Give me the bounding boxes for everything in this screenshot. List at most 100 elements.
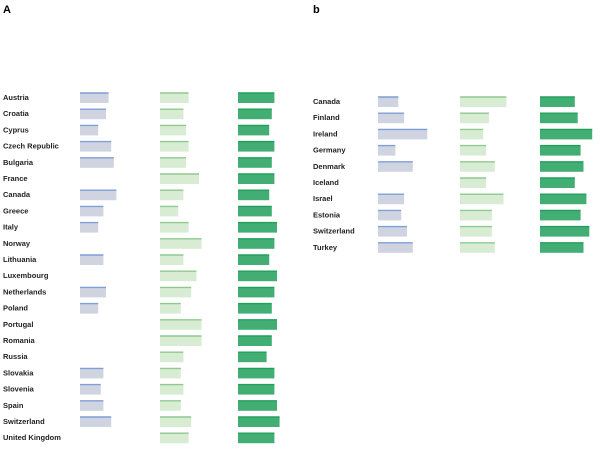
cell-bar bbox=[460, 113, 489, 123]
cell-bar bbox=[160, 190, 183, 200]
cell-bar bbox=[160, 320, 202, 330]
cell-bar bbox=[460, 210, 492, 220]
row-label: Croatia bbox=[3, 109, 30, 118]
cell-bar bbox=[238, 368, 274, 378]
cell-bar bbox=[80, 368, 103, 378]
cell-bar bbox=[238, 320, 277, 330]
row-label: Austria bbox=[3, 93, 30, 102]
panel-a-table: Austria Croatia Cyprus Czech Republic Bulgar… bbox=[3, 93, 280, 443]
row-label: Slovenia bbox=[3, 385, 35, 394]
cell-bar bbox=[238, 142, 274, 152]
row-label: Finland bbox=[313, 113, 340, 122]
cell-bar bbox=[160, 304, 181, 314]
cell-bar bbox=[540, 178, 575, 188]
row-label: Switzerland bbox=[3, 417, 45, 426]
cell-bar bbox=[160, 93, 189, 103]
cell-bar bbox=[160, 433, 189, 443]
row-label: Turkey bbox=[313, 243, 338, 252]
cell-bar bbox=[238, 223, 277, 233]
row-label: Czech Republic bbox=[3, 142, 59, 151]
cell-bar bbox=[378, 210, 401, 220]
cell-bar bbox=[80, 109, 106, 119]
cell-bar bbox=[460, 146, 486, 156]
panel-label-a: A bbox=[3, 4, 11, 16]
row-label: Romania bbox=[3, 336, 36, 345]
row-label: Iceland bbox=[313, 178, 339, 187]
row-label: Canada bbox=[3, 190, 31, 199]
row-label: Bulgaria bbox=[3, 158, 34, 167]
cell-bar bbox=[238, 271, 277, 281]
row-label: Lithuania bbox=[3, 255, 37, 264]
cell-bar bbox=[238, 304, 272, 314]
row-label: Poland bbox=[3, 304, 28, 313]
cell-bar bbox=[540, 194, 586, 204]
cell-bar bbox=[238, 255, 269, 265]
row-label: Switzerland bbox=[313, 227, 355, 236]
cell-bar bbox=[378, 227, 407, 237]
cell-bar bbox=[160, 287, 191, 297]
row-label: Netherlands bbox=[3, 287, 46, 296]
cell-bar bbox=[540, 97, 575, 107]
panel-b-table: Canada Finland Ireland Germany Denmark Icelan… bbox=[313, 97, 592, 253]
cell-bar bbox=[378, 146, 395, 156]
row-label: United Kingdom bbox=[3, 433, 61, 442]
cell-bar bbox=[80, 287, 106, 297]
cell-bar bbox=[238, 401, 277, 411]
cell-bar bbox=[160, 142, 189, 152]
panel-a: A Austria Croatia Cyprus Czech Republic Bulg… bbox=[3, 4, 280, 443]
row-label: Italy bbox=[3, 223, 19, 232]
cell-bar bbox=[238, 417, 280, 427]
cell-bar bbox=[80, 125, 98, 135]
cell-bar bbox=[238, 206, 272, 216]
cell-bar bbox=[238, 174, 274, 184]
row-label: France bbox=[3, 174, 28, 183]
cell-bar bbox=[160, 417, 191, 427]
cell-bar bbox=[378, 113, 404, 123]
row-label: Ireland bbox=[313, 129, 338, 138]
cell-bar bbox=[160, 206, 178, 216]
cell-bar bbox=[80, 206, 103, 216]
row-label: Russia bbox=[3, 352, 28, 361]
cell-bar bbox=[160, 368, 181, 378]
cell-bar bbox=[378, 162, 413, 172]
cell-bar bbox=[378, 194, 404, 204]
cell-bar bbox=[80, 417, 111, 427]
row-label: Luxembourg bbox=[3, 271, 49, 280]
cell-bar bbox=[160, 223, 189, 233]
cell-bar bbox=[80, 304, 98, 314]
cell-bar bbox=[80, 142, 111, 152]
cell-bar bbox=[160, 401, 181, 411]
cell-bar bbox=[540, 243, 584, 253]
row-label: Germany bbox=[313, 146, 346, 155]
cell-bar bbox=[80, 255, 103, 265]
cell-bar bbox=[238, 190, 269, 200]
cell-bar bbox=[238, 109, 272, 119]
cell-bar bbox=[160, 239, 202, 249]
cell-bar bbox=[378, 97, 398, 107]
row-label: Cyprus bbox=[3, 125, 29, 134]
row-label: Slovakia bbox=[3, 368, 34, 377]
cell-bar bbox=[460, 97, 506, 107]
cell-bar bbox=[160, 336, 202, 346]
cell-bar bbox=[238, 158, 272, 168]
cell-bar bbox=[460, 194, 504, 204]
cell-bar bbox=[540, 129, 592, 139]
cell-bar bbox=[540, 227, 589, 237]
cell-bar bbox=[160, 158, 186, 168]
cell-bar bbox=[160, 109, 183, 119]
cell-bar bbox=[378, 243, 413, 253]
cell-bar bbox=[160, 271, 196, 281]
cell-bar bbox=[80, 223, 98, 233]
cell-bar bbox=[460, 243, 495, 253]
cell-bar bbox=[540, 113, 578, 123]
cell-bar bbox=[540, 210, 581, 220]
cell-bar bbox=[80, 93, 109, 103]
row-label: Canada bbox=[313, 97, 341, 106]
row-label: Denmark bbox=[313, 162, 346, 171]
row-label: Norway bbox=[3, 239, 31, 248]
cell-bar bbox=[238, 239, 274, 249]
row-label: Israel bbox=[313, 194, 333, 203]
cell-bar bbox=[238, 352, 267, 362]
cell-bar bbox=[460, 129, 483, 139]
